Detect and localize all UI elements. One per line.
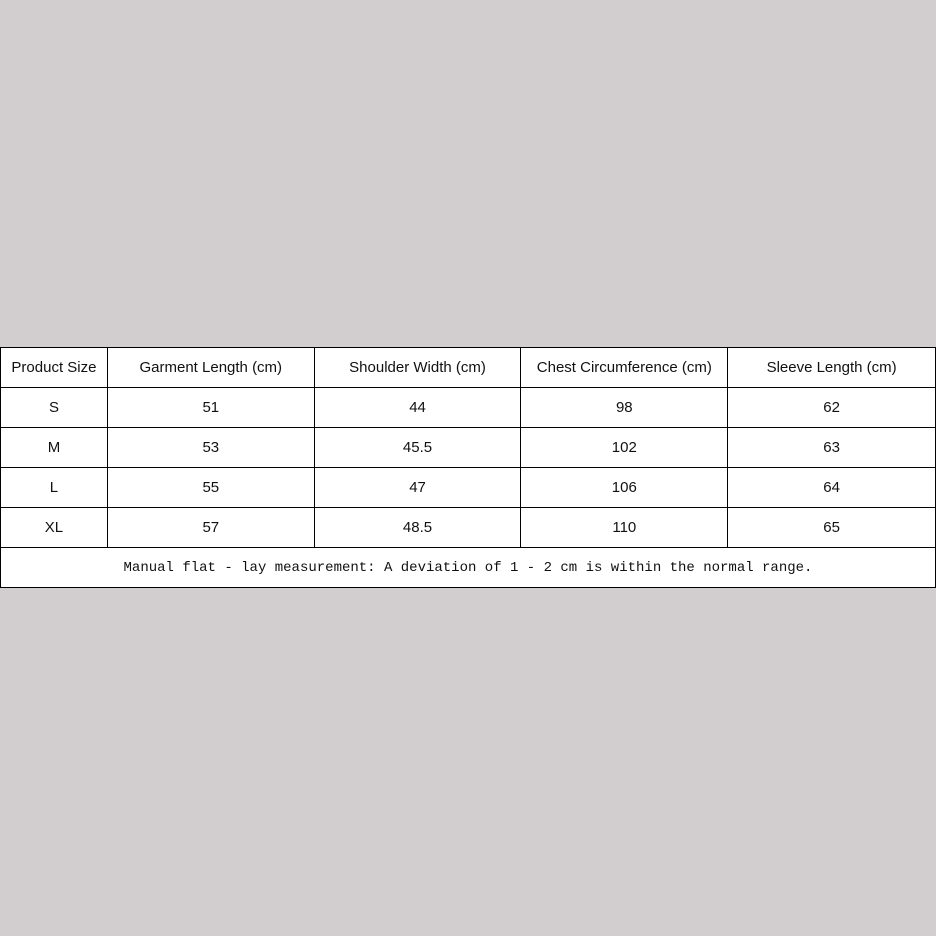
table-cell: 65 (727, 507, 936, 548)
table-cell: 47 (313, 467, 522, 508)
measurement-note: Manual flat - lay measurement: A deviati… (0, 547, 936, 588)
table-row: L 55 47 106 64 (0, 467, 936, 508)
table-cell: 55 (106, 467, 315, 508)
table-row: M 53 45.5 102 63 (0, 427, 936, 468)
header-cell: Sleeve Length (cm) (727, 347, 936, 388)
table-row: S 51 44 98 62 (0, 387, 936, 428)
table-cell: 48.5 (313, 507, 522, 548)
table-cell: L (0, 467, 108, 508)
table-cell: 62 (727, 387, 936, 428)
table-cell: 57 (106, 507, 315, 548)
size-chart-table: Product Size Garment Length (cm) Shoulde… (0, 347, 936, 588)
header-cell: Product Size (0, 347, 108, 388)
note-row: Manual flat - lay measurement: A deviati… (0, 547, 936, 588)
table-cell: 102 (520, 427, 729, 468)
table-cell: XL (0, 507, 108, 548)
table-cell: 98 (520, 387, 729, 428)
table-cell: 44 (313, 387, 522, 428)
table-row: XL 57 48.5 110 65 (0, 507, 936, 548)
header-cell: Garment Length (cm) (106, 347, 315, 388)
table-cell: 51 (106, 387, 315, 428)
header-cell: Shoulder Width (cm) (313, 347, 522, 388)
table-cell: 64 (727, 467, 936, 508)
table-cell: 45.5 (313, 427, 522, 468)
table-cell: 110 (520, 507, 729, 548)
table-cell: 63 (727, 427, 936, 468)
table-cell: M (0, 427, 108, 468)
table-cell: 106 (520, 467, 729, 508)
table-cell: 53 (106, 427, 315, 468)
table-cell: S (0, 387, 108, 428)
header-row: Product Size Garment Length (cm) Shoulde… (0, 347, 936, 388)
header-cell: Chest Circumference (cm) (520, 347, 729, 388)
